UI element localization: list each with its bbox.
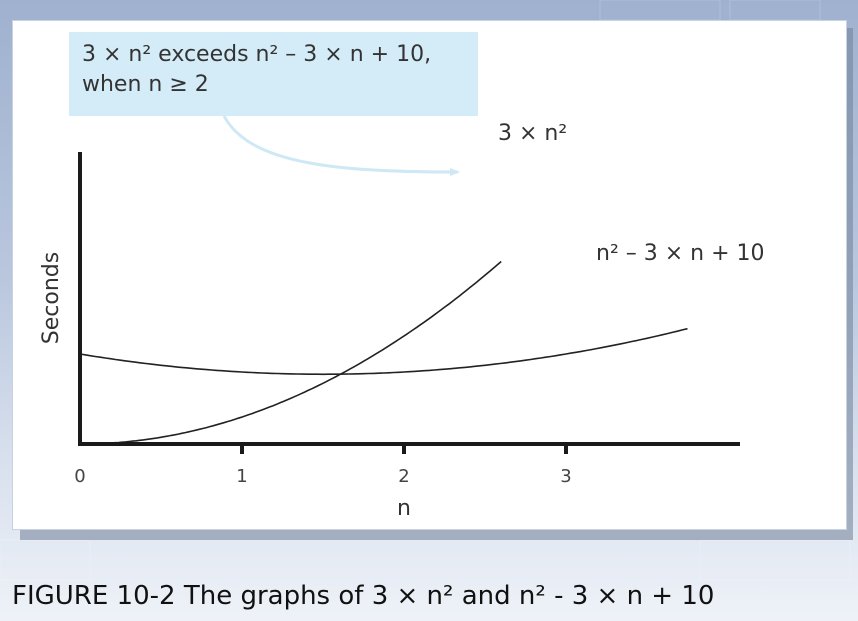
x-tick-label: 0	[74, 466, 85, 487]
annotation-line-1: 3 × n² exceeds n² – 3 × n + 10,	[82, 42, 432, 67]
x-tick-label: 3	[560, 466, 571, 487]
y-axis-label: Seconds	[39, 252, 64, 344]
figure-caption: FIGURE 10-2 The graphs of 3 × n² and n² …	[12, 581, 715, 611]
x-tick-label: 1	[236, 466, 247, 487]
series-3n2-line	[80, 260, 502, 445]
chart-plot-area	[79, 260, 688, 445]
annotation-line-2: when n ≥ 2	[82, 72, 209, 97]
series-poly-line	[79, 327, 688, 376]
x-axis-label: n	[397, 496, 411, 521]
annotation-callout: 3 × n² exceeds n² – 3 × n + 10, when n ≥…	[69, 32, 478, 116]
chart-labels: 0 1 2 3 n Seconds 3 × n² n² – 3 × n + 10	[39, 121, 765, 521]
series-3n2-label: 3 × n²	[498, 121, 567, 146]
chart-axes	[78, 152, 740, 454]
annotation-arrow	[222, 115, 460, 176]
series-poly-label: n² – 3 × n + 10	[596, 241, 765, 266]
x-tick-label: 2	[398, 466, 409, 487]
